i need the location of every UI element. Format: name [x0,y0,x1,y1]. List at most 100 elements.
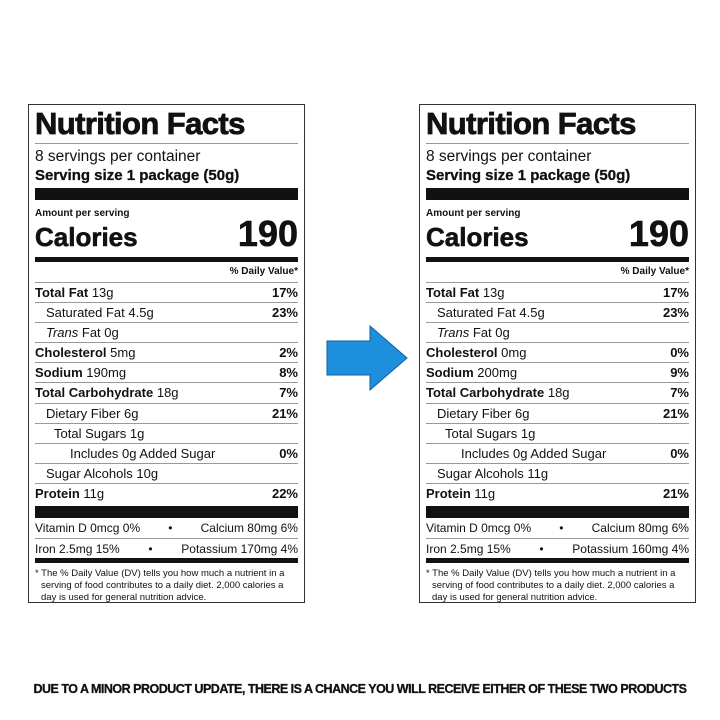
vitamin-item: Vitamin D 0mcg 0% [426,521,532,536]
nutrient-name-cell: Dietary Fiber 6g [426,404,530,423]
medium-divider [426,257,689,262]
calories-row: Calories 190 [426,213,690,254]
nutrient-daily-value: 7% [279,385,298,401]
nutrient-name-cell: Includes 0g Added Sugar [35,444,215,463]
nutrient-daily-value: 7% [670,385,689,401]
nutrient-amount: 4.5g [519,305,545,321]
nutrient-amount: 4.5g [128,305,154,321]
thick-divider [35,188,298,200]
nutrient-row: Cholesterol 5mg 2% [35,342,298,362]
nutrient-row: Includes 0g Added Sugar 0% [426,442,689,463]
vitamin-item: Iron 2.5mg 15% [35,542,120,557]
nutrient-amount: 1g [129,425,145,441]
medium-divider [35,558,298,564]
nutrient-name: Total Fat [426,285,480,300]
nutrient-name-cell: Saturated Fat 4.5g [35,303,154,322]
nutrient-name-cell: Trans Fat 0g [35,323,119,342]
nutrient-name: Cholesterol [35,345,107,361]
nutrient-amount: 190mg [86,365,127,381]
nutrient-row: Dietary Fiber 6g 21% [426,402,689,423]
nutrient-row: Sugar Alcohols 10g [35,462,298,483]
nutrient-amount: 6g [124,405,139,421]
nutrient-name-cell: Sugar Alcohols 10g [35,464,158,483]
bullet-separator: • [559,521,564,536]
amount-per-serving: Amount per serving [426,208,521,219]
bullet-separator: • [168,521,173,536]
nutrient-row: Saturated Fat 4.5g 23% [426,302,689,322]
nutrient-amount: 10g [136,465,159,481]
serving-size: Serving size 1 package (50g) [426,167,631,184]
nutrient-name: Total Carbohydrate [35,385,154,401]
nutrient-name: Saturated Fat [437,305,516,321]
vitamin-item: Potassium 170mg 4% [181,542,298,557]
vitamin-item: Iron 2.5mg 15% [426,542,511,557]
nutrient-amount: 11g [83,485,105,501]
nutrient-amount: 18g [547,385,570,401]
nutrient-name-cell: Sodium 190mg [35,363,126,382]
nutrient-name: Total Carbohydrate [426,385,545,401]
nutrient-name: Dietary Fiber [437,405,512,421]
nutrient-daily-value: 23% [662,305,689,321]
serving-size: Serving size 1 package (50g) [35,167,240,184]
nutrient-amount: 13g [482,285,505,300]
calories-label: Calories [35,222,138,252]
vitamin-row: Iron 2.5mg 15% • Potassium 170mg 4% [35,538,298,558]
thick-divider [426,188,689,200]
nutrient-name-cell: Trans Fat 0g [426,323,510,342]
nutrient-name-cell: Total Sugars 1g [35,424,144,443]
medium-divider [35,257,298,262]
nutrient-amount: 0mg [501,345,527,361]
bullet-separator: • [148,542,153,557]
footnote: * The % Daily Value (DV) tells you how m… [426,568,676,604]
nutrient-name: Saturated Fat [46,305,125,321]
nutrient-amount: 200mg [477,365,518,381]
nutrient-name: Total Fat [35,285,89,300]
nutrient-row: Sodium 190mg 8% [35,362,298,382]
nutrient-row: Total Sugars 1g [426,422,689,443]
nutrient-name-cell: Total Carbohydrate 18g [426,383,570,402]
nutrient-name-cell: Total Fat 13g [35,283,114,302]
calories-value: 190 [628,213,690,254]
nutrient-amount: Fat 0g [81,325,119,341]
nutrient-daily-value: 23% [271,305,298,321]
label-title: Nutrition Facts [426,106,637,142]
nutrient-name-cell: Dietary Fiber 6g [35,404,139,423]
nutrient-name-cell: Sugar Alcohols 11g [426,464,548,483]
nutrient-daily-value: 21% [662,485,689,501]
vitamin-row: Vitamin D 0mcg 0% • Calcium 80mg 6% [426,518,689,538]
nutrition-label-original: Nutrition Facts 8 servings per container S… [28,104,305,603]
nutrient-amount: 6g [515,405,530,421]
divider [35,143,298,144]
nutrition-label-updated: Nutrition Facts 8 servings per container S… [419,104,696,603]
arrow-right-icon [326,325,408,391]
nutrient-name: Protein [35,485,80,501]
nutrient-row: Protein 11g 22% [35,482,298,503]
servings-per-container: 8 servings per container [426,148,592,165]
bullet-separator: • [539,542,544,557]
nutrient-name-cell: Sodium 200mg [426,363,517,382]
thick-divider [426,506,689,519]
nutrient-amount: 18g [156,385,179,401]
calories-label: Calories [426,222,529,252]
nutrient-amount: 1g [520,425,536,441]
footnote: * The % Daily Value (DV) tells you how m… [35,568,285,604]
nutrient-name: Protein [426,485,471,501]
nutrient-row: Total Fat 13g 17% [35,282,298,302]
nutrient-name: Sugar Alcohols [46,465,133,481]
nutrient-daily-value: 0% [279,445,298,461]
calories-value: 190 [237,213,299,254]
nutrient-name-cell: Includes 0g Added Sugar [426,444,606,463]
nutrient-name: Dietary Fiber [46,405,121,421]
nutrient-row: Sugar Alcohols 11g [426,462,689,483]
nutrient-amount: 13g [91,285,114,300]
medium-divider [426,558,689,564]
daily-value-header: % Daily Value* [620,266,689,277]
nutrient-daily-value: 0% [670,445,689,461]
vitamin-row: Iron 2.5mg 15% • Potassium 160mg 4% [426,538,689,558]
nutrient-name-cell: Protein 11g [426,484,495,503]
nutrient-daily-value: 8% [279,365,298,381]
nutrient-row: Saturated Fat 4.5g 23% [35,302,298,322]
nutrient-name-cell: Total Sugars 1g [426,424,535,443]
nutrient-row: Total Carbohydrate 18g 7% [35,382,298,402]
amount-per-serving: Amount per serving [35,208,130,219]
